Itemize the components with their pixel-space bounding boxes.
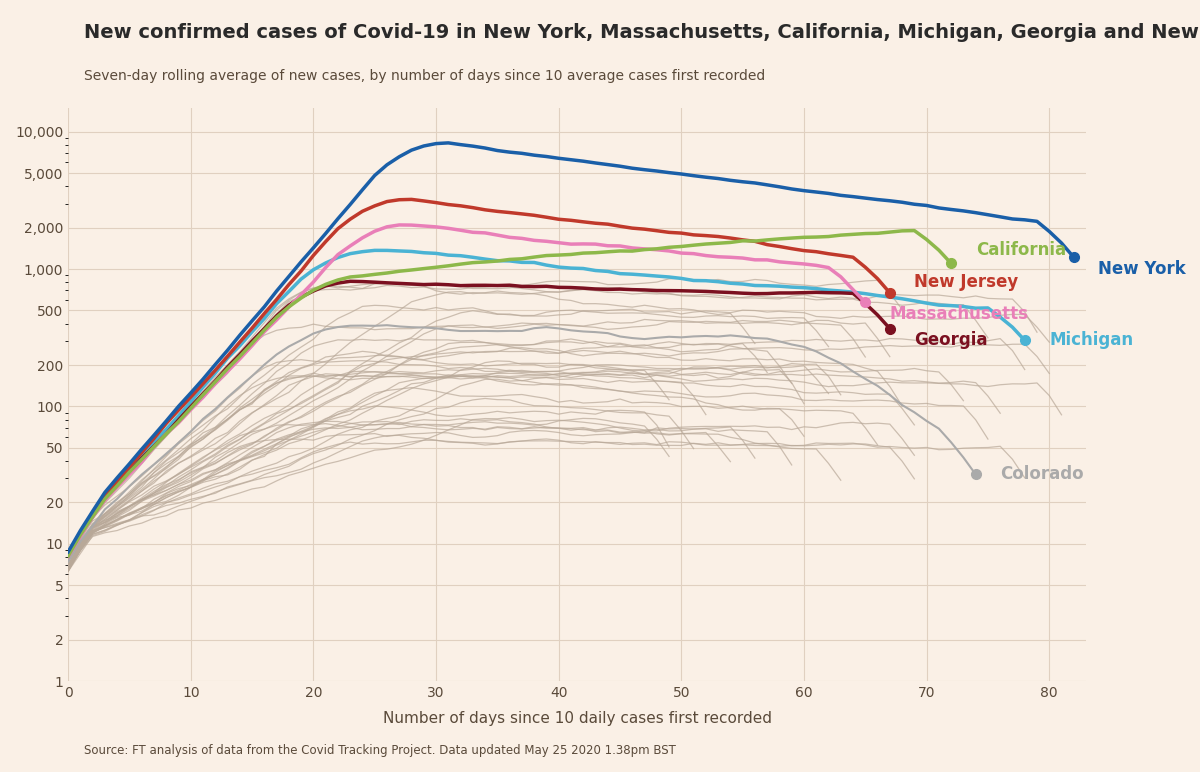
Text: Georgia: Georgia (914, 331, 988, 350)
Text: Source: FT analysis of data from the Covid Tracking Project. Data updated May 25: Source: FT analysis of data from the Cov… (84, 743, 676, 757)
Text: New Jersey: New Jersey (914, 273, 1019, 291)
Text: New York: New York (1098, 260, 1186, 278)
Text: Seven-day rolling average of new cases, by number of days since 10 average cases: Seven-day rolling average of new cases, … (84, 69, 766, 83)
Text: Michigan: Michigan (1049, 331, 1133, 350)
Text: Colorado: Colorado (1000, 466, 1084, 483)
Text: New confirmed cases of Covid-19 in New York, Massachusetts, California, Michigan: New confirmed cases of Covid-19 in New Y… (84, 23, 1200, 42)
X-axis label: Number of days since 10 daily cases first recorded: Number of days since 10 daily cases firs… (383, 711, 772, 726)
Text: California: California (976, 241, 1066, 259)
Text: Massachusetts: Massachusetts (890, 305, 1028, 323)
